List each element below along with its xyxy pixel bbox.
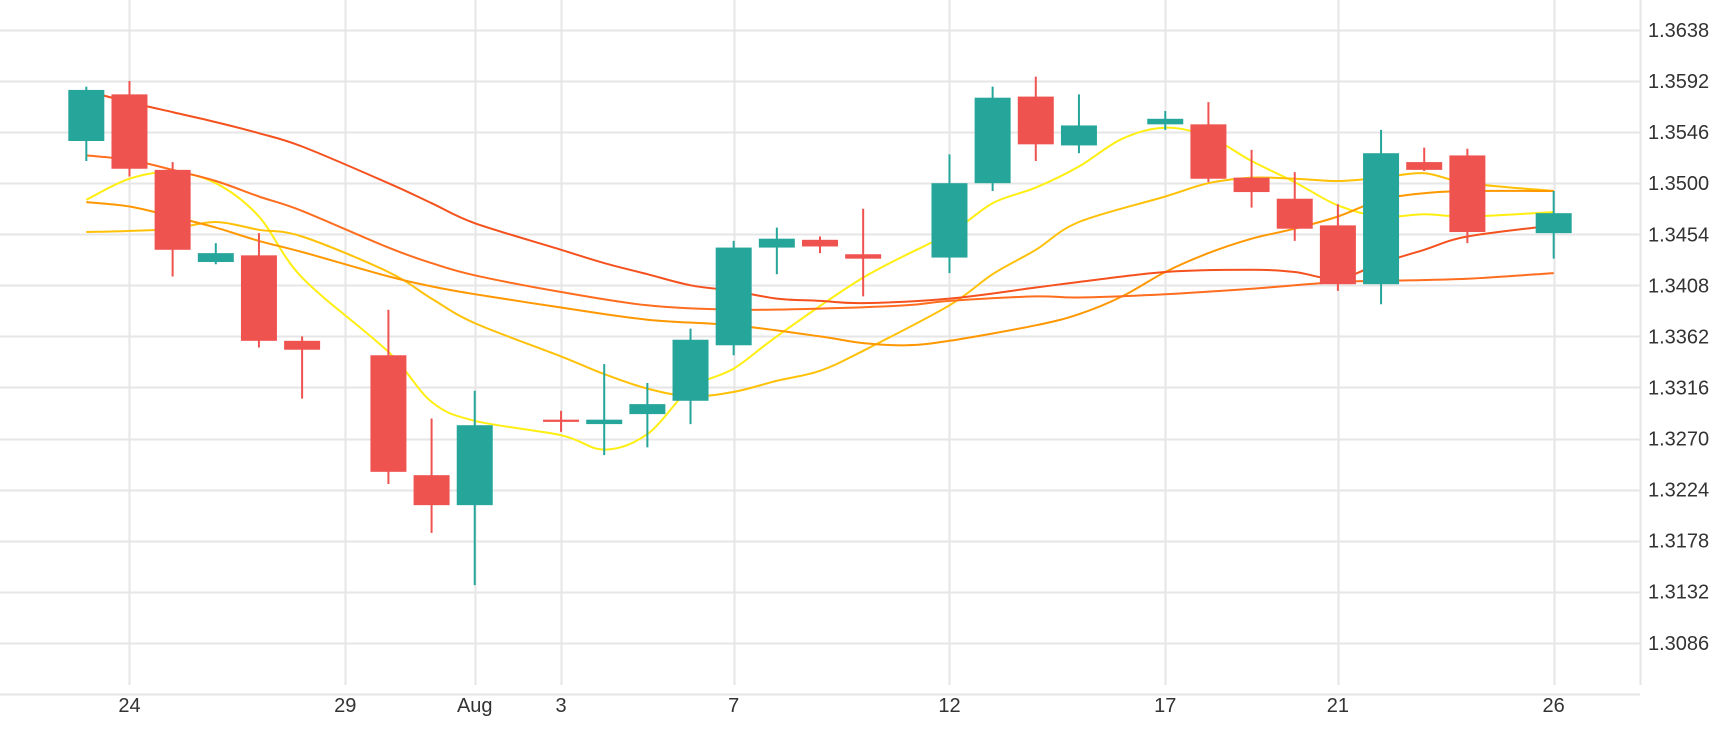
- candle-body: [1449, 155, 1486, 233]
- candle-body: [1535, 213, 1572, 234]
- x-tick-label: 17: [1154, 695, 1176, 717]
- candle-up: [456, 390, 493, 586]
- candle-body: [68, 89, 105, 141]
- candle-body: [240, 255, 277, 341]
- candle-down: [1319, 204, 1356, 291]
- candle-down: [1449, 148, 1486, 244]
- candle-up: [586, 364, 623, 456]
- candle-body: [1319, 225, 1356, 285]
- y-tick-label: 1.3270: [1648, 429, 1709, 451]
- candle-down: [1190, 102, 1227, 183]
- y-tick-label: 1.3592: [1648, 71, 1709, 93]
- x-tick-label: 26: [1543, 695, 1565, 717]
- candle-body: [802, 239, 838, 247]
- y-tick-label: 1.3500: [1648, 173, 1709, 195]
- candle-body: [413, 475, 450, 506]
- candle-up: [1147, 111, 1184, 130]
- candle-body: [154, 169, 191, 250]
- candle-down: [284, 336, 321, 399]
- x-tick-label: 24: [118, 695, 140, 717]
- candle-body: [1363, 153, 1400, 285]
- x-tick-label: Aug: [457, 695, 493, 717]
- candle-body: [629, 404, 666, 415]
- candle-down: [154, 162, 191, 277]
- candle-down: [543, 410, 580, 432]
- candle-up: [629, 383, 666, 448]
- candle-body: [1276, 198, 1313, 229]
- candle-down: [1017, 76, 1054, 161]
- candle-up: [974, 86, 1011, 191]
- candle-body: [758, 238, 795, 248]
- candle-body: [284, 340, 321, 350]
- grid: [0, 0, 1642, 696]
- y-tick-label: 1.3454: [1648, 224, 1709, 246]
- y-tick-label: 1.3546: [1648, 122, 1709, 144]
- moving-average-line: [86, 90, 1554, 305]
- candle-body: [111, 94, 148, 169]
- candle-up: [931, 154, 968, 274]
- y-tick-label: 1.3132: [1648, 582, 1709, 604]
- candle-body: [715, 247, 752, 346]
- candle-body: [586, 419, 623, 425]
- x-tick-label: 7: [728, 695, 739, 717]
- candle-down: [1276, 172, 1313, 241]
- candle-down: [1233, 149, 1270, 208]
- candle-body: [1233, 177, 1270, 193]
- x-tick-label: 29: [334, 695, 356, 717]
- moving-average-line: [86, 154, 1554, 311]
- candle-body: [1406, 162, 1443, 170]
- candle-down: [845, 208, 882, 297]
- candle-body: [1060, 125, 1097, 146]
- candle-down: [111, 81, 148, 177]
- x-tick-label: 12: [938, 695, 960, 717]
- y-axis-labels: 1.3638 1.3592 1.3546 1.3500 1.3454 1.3408 1.33…: [1648, 20, 1709, 655]
- candle-up: [68, 86, 105, 161]
- candles: [68, 76, 1572, 586]
- candle-body: [1190, 124, 1227, 179]
- y-tick-label: 1.3086: [1648, 633, 1709, 655]
- x-tick-label: 21: [1327, 695, 1349, 717]
- candle-down: [1406, 147, 1443, 171]
- moving-average-line: [86, 189, 1554, 347]
- x-axis-labels: 24 29 Aug 3 7 12 17 21 26: [118, 695, 1564, 717]
- y-tick-label: 1.3178: [1648, 531, 1709, 553]
- y-tick-label: 1.3362: [1648, 326, 1709, 348]
- moving-average-line: [85, 126, 1554, 451]
- y-tick-label: 1.3408: [1648, 275, 1709, 297]
- candle-up: [758, 227, 795, 275]
- candle-body: [672, 339, 709, 401]
- candle-body: [543, 419, 580, 422]
- y-tick-label: 1.3638: [1648, 20, 1709, 42]
- moving-average-lines: [85, 90, 1554, 451]
- candle-up: [1535, 190, 1572, 259]
- candle-up: [715, 240, 752, 356]
- candle-up: [1363, 129, 1400, 305]
- candle-body: [974, 97, 1011, 184]
- candle-down: [370, 309, 407, 485]
- candle-body: [845, 254, 882, 259]
- x-tick-label: 3: [555, 695, 566, 717]
- candle-body: [197, 253, 234, 263]
- moving-average-line: [86, 172, 1554, 398]
- candle-body: [1147, 118, 1184, 125]
- candle-down: [413, 418, 450, 533]
- candle-body: [1017, 96, 1054, 145]
- candle-up: [1060, 94, 1097, 154]
- candle-body: [370, 355, 407, 472]
- candle-body: [931, 183, 968, 258]
- y-tick-label: 1.3224: [1648, 480, 1709, 502]
- candle-body: [456, 425, 493, 506]
- candle-up: [672, 328, 709, 425]
- candle-down: [802, 236, 838, 254]
- candle-down: [240, 233, 277, 348]
- y-tick-label: 1.3316: [1648, 377, 1709, 399]
- candle-up: [197, 243, 234, 265]
